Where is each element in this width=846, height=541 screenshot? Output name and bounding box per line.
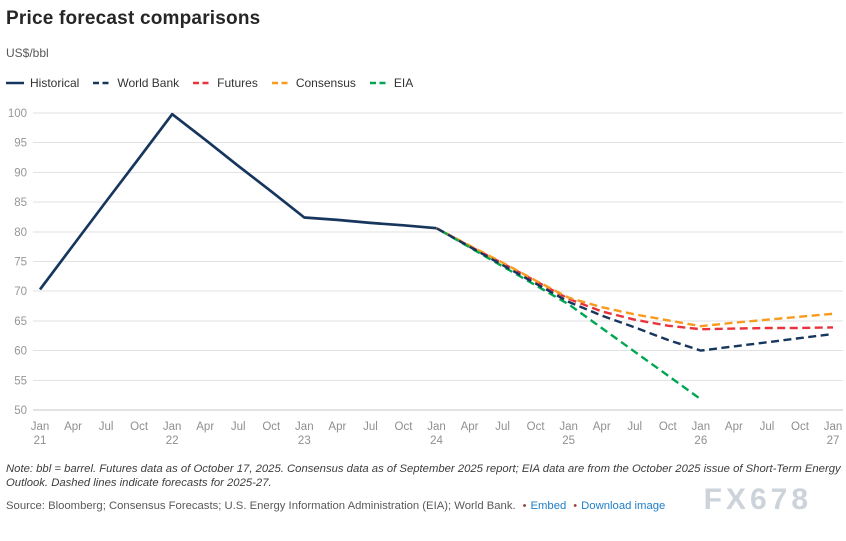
x-tick-label-apr: Apr xyxy=(725,421,743,433)
y-tick-label-50: 50 xyxy=(14,405,27,417)
x-tick-label-jan-22: Jan xyxy=(163,421,182,433)
x-tick-label-jul: Jul xyxy=(363,421,378,433)
x-tick-label-jan-27: Jan xyxy=(824,421,843,433)
legend-label: World Bank xyxy=(117,76,180,90)
download-image-link[interactable]: Download image xyxy=(581,500,666,512)
legend-swatch-icon xyxy=(193,81,212,85)
y-tick-label-55: 55 xyxy=(14,375,27,387)
x-tick-year-26: 26 xyxy=(694,435,707,447)
x-tick-label-jan-26: Jan xyxy=(692,421,711,433)
source-line: Source: Bloomberg; Consensus Forecasts; … xyxy=(6,500,842,512)
x-tick-label-jul: Jul xyxy=(495,421,510,433)
x-tick-label-oct: Oct xyxy=(791,421,810,433)
legend-label: EIA xyxy=(393,76,414,90)
x-tick-label-jan-21: Jan xyxy=(31,421,50,433)
legend-label: Consensus xyxy=(295,76,356,90)
legend-swatch-icon xyxy=(93,81,112,85)
x-tick-year-27: 27 xyxy=(827,435,840,447)
x-tick-year-23: 23 xyxy=(298,435,311,447)
legend-swatch-icon xyxy=(271,81,290,85)
series-futures-line xyxy=(435,227,834,331)
legend-item-eia: EIA xyxy=(369,76,413,90)
x-tick-label-apr: Apr xyxy=(196,421,214,433)
x-tick-label-apr: Apr xyxy=(328,421,346,433)
x-tick-label-oct: Oct xyxy=(395,421,414,433)
x-tick-label-jan-23: Jan xyxy=(295,421,314,433)
x-tick-label-jul: Jul xyxy=(99,421,114,433)
x-tick-year-24: 24 xyxy=(430,435,443,447)
y-tick-label-75: 75 xyxy=(14,257,27,269)
y-tick-label-60: 60 xyxy=(14,346,27,358)
series-consensus-line xyxy=(435,227,834,328)
legend-label: Historical xyxy=(30,76,80,90)
y-axis-unit-label: US$/bbl xyxy=(6,46,49,60)
x-tick-label-apr: Apr xyxy=(593,421,611,433)
embed-link[interactable]: Embed xyxy=(530,500,567,512)
y-tick-label-95: 95 xyxy=(14,138,27,150)
y-tick-label-85: 85 xyxy=(14,197,27,209)
series-historical-line xyxy=(38,112,437,291)
x-tick-label-oct: Oct xyxy=(659,421,678,433)
bullet-separator: • xyxy=(573,500,578,512)
y-tick-label-100: 100 xyxy=(8,108,27,120)
x-tick-year-25: 25 xyxy=(562,435,575,447)
y-tick-label-70: 70 xyxy=(14,286,27,298)
x-tick-label-apr: Apr xyxy=(64,421,82,433)
y-tick-label-90: 90 xyxy=(14,167,27,179)
y-tick-label-80: 80 xyxy=(14,227,27,239)
series-world-bank-line xyxy=(435,227,834,352)
x-tick-label-oct: Oct xyxy=(130,421,149,433)
x-tick-label-jan-25: Jan xyxy=(559,421,578,433)
legend-item-historical: Historical xyxy=(5,76,79,90)
fx678-watermark: FX678 xyxy=(703,483,812,516)
x-tick-label-apr: Apr xyxy=(461,421,479,433)
legend-label: Futures xyxy=(217,76,258,90)
legend-item-consensus: Consensus xyxy=(271,76,356,90)
price-forecast-chart: 50 55 60 65 70 75 80 85 90 95 100 Jan 21 Apr Jul Oct Jan… xyxy=(8,108,843,447)
x-tick-label-oct: Oct xyxy=(262,421,281,433)
x-tick-year-22: 22 xyxy=(166,435,179,447)
x-tick-label-jul: Jul xyxy=(231,421,246,433)
chart-note: Note: bbl = barrel. Futures data as of O… xyxy=(6,463,841,490)
legend-swatch-icon xyxy=(369,81,388,85)
bullet-separator: • xyxy=(522,500,527,512)
series-eia-line xyxy=(435,227,702,401)
x-tick-label-jul: Jul xyxy=(627,421,642,433)
y-tick-label-65: 65 xyxy=(14,316,27,328)
x-tick-year-21: 21 xyxy=(34,435,47,447)
legend-item-futures: Futures xyxy=(192,76,258,90)
x-tick-label-jul: Jul xyxy=(760,421,775,433)
source-text: Source: Bloomberg; Consensus Forecasts; … xyxy=(6,500,516,512)
x-tick-label-oct: Oct xyxy=(527,421,546,433)
legend-item-world-bank: World Bank xyxy=(92,76,179,90)
chart-title: Price forecast comparisons xyxy=(6,8,261,29)
chart-legend: Historical World Bank Futures Consensus EIA xyxy=(5,76,413,90)
legend-swatch-icon xyxy=(6,81,24,85)
x-tick-label-jan-24: Jan xyxy=(427,421,446,433)
